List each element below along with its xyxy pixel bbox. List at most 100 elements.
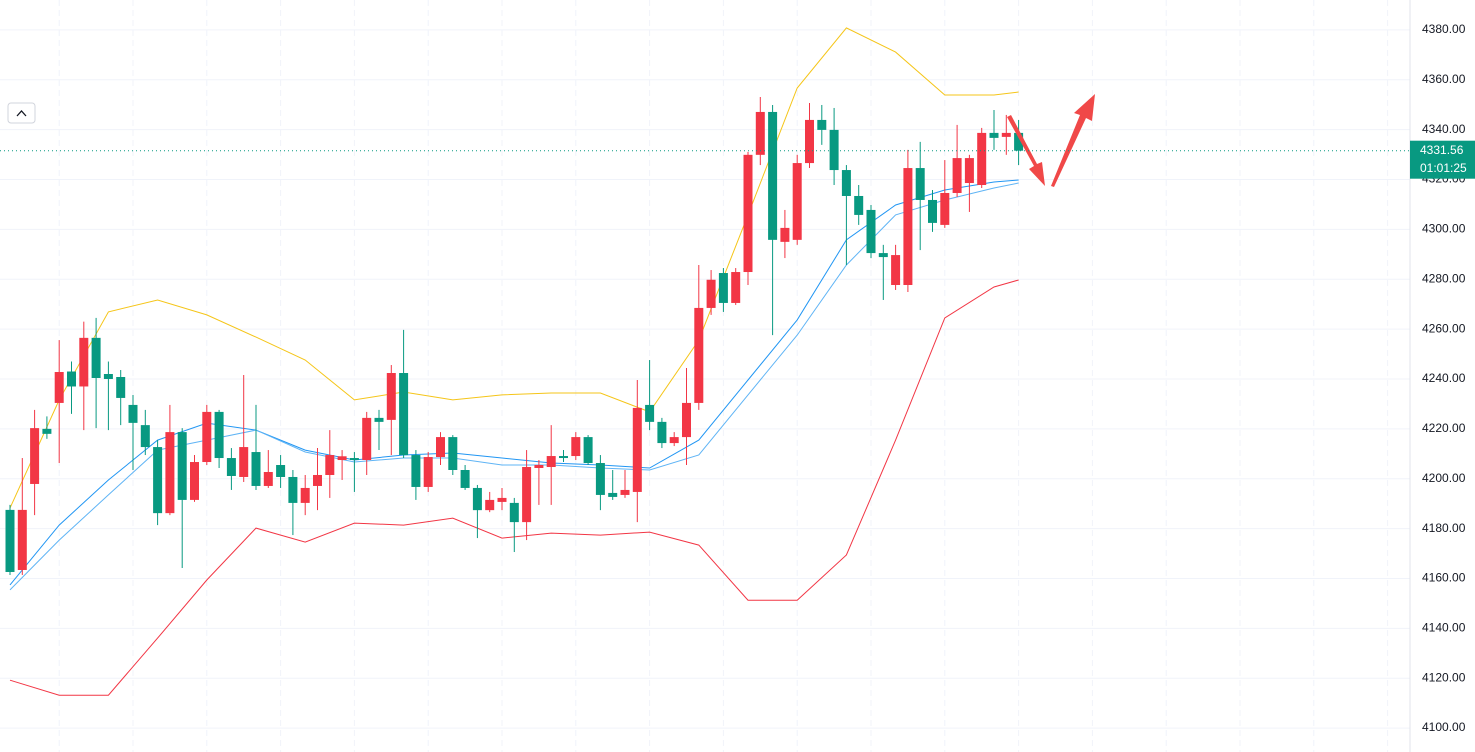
candle-body <box>202 411 212 463</box>
y-tick-label: 4260.00 <box>1422 321 1466 335</box>
candle-body <box>915 168 925 200</box>
candle-body <box>42 428 52 434</box>
countdown-label: 01:01:25 <box>1420 161 1467 175</box>
candle-body <box>792 163 802 240</box>
candle-body <box>854 195 864 215</box>
candle-body <box>509 502 519 523</box>
candle-body <box>460 470 470 488</box>
candle-body <box>780 227 790 242</box>
y-tick-label: 4300.00 <box>1422 222 1466 236</box>
candle-body <box>374 417 384 422</box>
candle-body <box>67 371 76 387</box>
candle-body <box>30 428 40 484</box>
candle-body <box>755 111 765 155</box>
candle-body <box>263 471 273 486</box>
candle-body <box>103 374 113 379</box>
candle-body <box>559 456 568 459</box>
candle-body <box>595 463 605 495</box>
candle-body <box>645 404 655 422</box>
y-tick-label: 4100.00 <box>1422 720 1466 734</box>
candle-body <box>190 462 199 500</box>
candle-body <box>694 307 704 403</box>
candle-body <box>153 447 163 514</box>
candle-body <box>608 492 618 497</box>
candle-body <box>300 487 310 503</box>
candle-body <box>964 158 974 184</box>
candle-body <box>743 154 753 273</box>
candle-body <box>140 425 150 448</box>
candle-body <box>817 119 827 130</box>
candle-body <box>91 337 101 378</box>
candle-body <box>891 255 901 285</box>
y-tick-label: 4180.00 <box>1422 521 1466 535</box>
candle-body <box>632 407 642 492</box>
y-tick-label: 4200.00 <box>1422 471 1466 485</box>
y-tick-label: 4280.00 <box>1422 271 1466 285</box>
price-tag <box>1410 140 1475 179</box>
candle-body <box>878 253 888 258</box>
candle-body <box>657 421 667 444</box>
candle-body <box>448 437 458 470</box>
candle-body <box>313 474 322 486</box>
candle-body <box>903 168 913 285</box>
candle-body <box>940 192 950 225</box>
candle-body <box>423 457 433 487</box>
candle-body <box>128 404 138 423</box>
candle-body <box>829 129 839 171</box>
candle-body <box>251 452 261 486</box>
y-tick-label: 4140.00 <box>1422 621 1466 635</box>
candle-body <box>436 437 445 458</box>
candle-body <box>1001 132 1011 137</box>
y-tick-label: 4360.00 <box>1422 72 1466 86</box>
y-tick-label: 4340.00 <box>1422 122 1466 136</box>
candle-body <box>534 465 544 469</box>
chevron-icon <box>16 110 27 117</box>
annotation-arrows <box>1007 94 1095 187</box>
candle-body <box>768 111 778 240</box>
candle-body <box>571 437 581 457</box>
button-frame[interactable] <box>7 102 36 124</box>
arrow-up <box>1051 94 1095 187</box>
last-price-label: 4331.56 <box>1420 143 1464 157</box>
y-tick-label: 4240.00 <box>1422 371 1466 385</box>
candle-body <box>276 465 286 477</box>
candle-body <box>669 437 679 444</box>
candle-body <box>17 509 27 570</box>
candle-body <box>682 402 691 438</box>
candles <box>5 96 1024 575</box>
y-tick-label: 4160.00 <box>1422 571 1466 585</box>
candle-body <box>546 456 556 468</box>
candle-body <box>399 373 409 456</box>
candle-body <box>583 437 593 464</box>
collapse-button[interactable] <box>7 102 36 124</box>
candle-body <box>805 119 814 164</box>
candle-body <box>226 458 236 476</box>
indicator-line <box>9 27 1019 509</box>
candle-body <box>977 132 987 186</box>
y-tick-label: 4120.00 <box>1422 670 1466 684</box>
candle-body <box>349 458 359 461</box>
candle-body <box>952 158 962 193</box>
candle-body <box>325 455 335 475</box>
candle-body <box>337 456 347 461</box>
candle-body <box>472 487 482 511</box>
y-tick-label: 4380.00 <box>1422 22 1466 36</box>
price-axis: 4100.00 4120.00 4140.00 4160.00 4180.00 4200.… <box>1422 22 1466 734</box>
candle-body <box>497 497 507 502</box>
candle-body <box>841 170 851 196</box>
candle-body <box>620 489 630 495</box>
candle-body <box>866 209 876 254</box>
candle-body <box>522 467 532 523</box>
candle-body <box>79 337 89 387</box>
candle-body <box>54 372 64 403</box>
candle-body <box>165 432 175 514</box>
candle-body <box>706 279 716 308</box>
candle-body <box>928 199 937 223</box>
candle-body <box>386 373 396 420</box>
candle-body <box>718 273 728 303</box>
candle-body <box>5 509 15 572</box>
candle-body <box>485 499 495 511</box>
candle-body <box>214 411 224 459</box>
